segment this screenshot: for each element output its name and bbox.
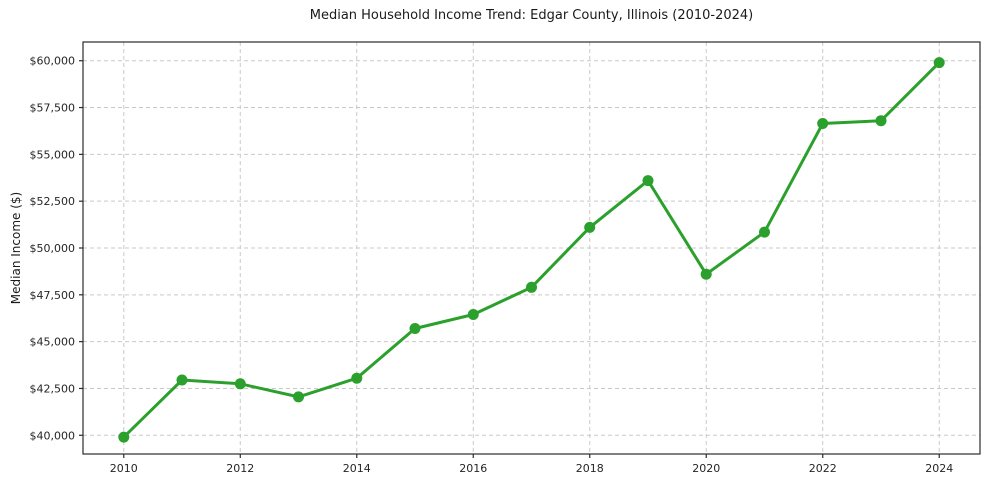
x-tick-label: 2014 <box>343 462 371 475</box>
data-point-2015 <box>409 323 421 334</box>
data-point-2013 <box>293 391 304 403</box>
x-tick-label: 2016 <box>459 462 487 475</box>
data-point-2019 <box>642 175 654 187</box>
y-tick-label: $40,000 <box>30 429 76 442</box>
data-point-2017 <box>526 281 537 293</box>
data-point-2023 <box>875 115 887 127</box>
y-tick-label: $60,000 <box>30 55 76 68</box>
chart-title: Median Household Income Trend: Edgar Cou… <box>309 8 754 23</box>
series-line <box>122 61 941 439</box>
data-point-2018 <box>584 221 596 233</box>
y-tick-label: $42,500 <box>30 382 76 395</box>
y-tick-label: $55,000 <box>30 148 76 161</box>
x-tick-label: 2018 <box>576 462 604 475</box>
data-point-2022 <box>817 118 829 129</box>
data-point-2024 <box>933 57 945 69</box>
y-tick-label: $57,500 <box>30 102 76 115</box>
y-tick-label: $52,500 <box>30 195 76 208</box>
y-tick-label: $50,000 <box>30 242 76 255</box>
data-point-2012 <box>234 378 246 390</box>
x-tick-label: 2020 <box>692 462 720 475</box>
data-point-2016 <box>467 309 479 320</box>
x-tick-label: 2010 <box>110 462 138 475</box>
data-point-2010 <box>118 431 130 443</box>
data-point-2021 <box>759 226 770 238</box>
data-point-2014 <box>351 372 363 384</box>
x-tick-label: 2024 <box>925 462 953 475</box>
y-tick-label: $45,000 <box>30 336 76 349</box>
y-tick-label: $47,500 <box>30 289 76 302</box>
data-point-2011 <box>176 374 188 386</box>
x-tick-label: 2022 <box>809 462 837 475</box>
x-tick-label: 2012 <box>226 462 254 475</box>
data-point-2020 <box>700 268 712 280</box>
